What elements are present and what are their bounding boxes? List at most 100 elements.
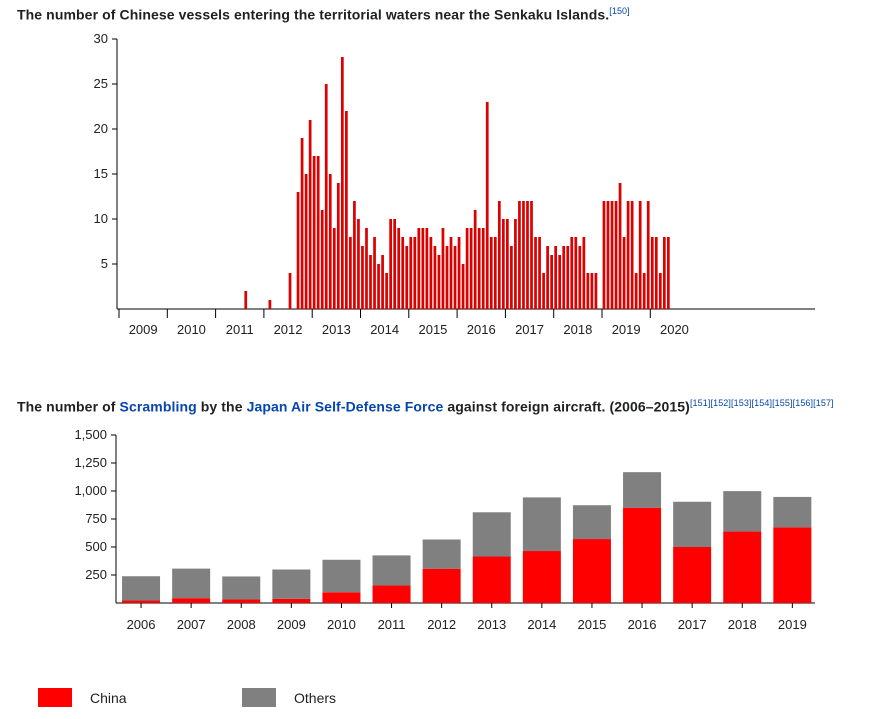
x-tick-label: 2006 <box>127 617 156 632</box>
bar-2017-11 <box>546 246 549 309</box>
scrambling-link[interactable]: Scrambling <box>119 398 197 415</box>
bar-china-2019 <box>773 527 812 603</box>
bar-2013-12 <box>357 219 360 309</box>
bar-2014-01 <box>361 246 364 309</box>
bar-2019-10 <box>638 201 642 309</box>
chart2-title-text-2: by the <box>196 398 247 415</box>
bar-2013-09 <box>345 111 348 309</box>
bar-2018-06 <box>574 237 578 309</box>
chart2-title-text-1: The number of <box>17 398 120 415</box>
jasdf-link[interactable]: Japan Air Self-Defense Force <box>246 398 444 415</box>
x-tick-label: 2020 <box>660 322 689 337</box>
bar-2017-12 <box>550 255 553 309</box>
bar-2019-06 <box>622 237 626 309</box>
bar-china-2017 <box>673 547 712 603</box>
bar-2016-05 <box>473 210 477 309</box>
bar-2014-08 <box>389 219 392 309</box>
x-tick-label: 2011 <box>226 322 254 337</box>
y-tick-label: 1,250 <box>74 455 107 470</box>
bar-others-2019 <box>773 496 812 528</box>
bar-2012-11 <box>304 174 308 309</box>
bar-2016-04 <box>469 228 473 309</box>
citation-link-156[interactable]: [156] <box>792 398 814 408</box>
bar-2013-07 <box>336 183 340 309</box>
bar-2018-07 <box>578 246 582 309</box>
bar-2014-03 <box>369 255 372 309</box>
scrambling-chart: 250 500 750 1,000 1,250 1,500 2006 2007 2008 2009… <box>74 427 815 632</box>
bar-2015-06 <box>429 237 433 309</box>
citation-link-157[interactable]: [157] <box>813 398 834 408</box>
bar-2014-06 <box>381 255 384 309</box>
bar-china-2011 <box>372 585 411 603</box>
x-tick-label: 2014 <box>527 617 556 632</box>
y-tick-label: 500 <box>85 539 107 554</box>
bar-2018-02 <box>558 255 562 309</box>
bar-2017-08 <box>534 237 537 309</box>
bar-2015-05 <box>425 228 429 309</box>
y-tick-label: 15 <box>94 166 108 181</box>
x-tick-label: 2010 <box>177 322 206 337</box>
bar-2015-02 <box>413 237 417 309</box>
x-tick-label: 2018 <box>563 322 592 337</box>
bar-2017-09 <box>538 237 541 309</box>
bar-2013-01 <box>312 156 316 309</box>
bar-2014-02 <box>365 228 368 309</box>
bar-2018-11 <box>594 273 598 309</box>
bar-2016-06 <box>477 228 481 309</box>
bar-2017-10 <box>542 273 545 309</box>
x-tick-label: 2009 <box>129 322 158 337</box>
bar-2013-08 <box>340 57 344 309</box>
y-tick-label: 1,500 <box>74 427 107 442</box>
bar-others-2015 <box>572 505 611 540</box>
bar-2019-03 <box>610 201 614 309</box>
bar-2017-02 <box>510 246 513 309</box>
x-tick-label: 2017 <box>678 617 707 632</box>
bar-2013-05 <box>328 174 332 309</box>
bar-2015-03 <box>417 228 421 309</box>
y-tick-label: 25 <box>94 76 108 91</box>
bar-2018-05 <box>570 237 574 309</box>
citation-link-155[interactable]: [155] <box>772 398 793 408</box>
bar-others-2008 <box>222 576 261 600</box>
bar-2020-05 <box>667 237 670 309</box>
bar-china-2008 <box>222 599 261 603</box>
legend-label-others: Others <box>294 690 337 706</box>
x-tick-label: 2009 <box>277 617 306 632</box>
bar-china-2006 <box>122 600 161 603</box>
y-tick-label: 30 <box>94 31 108 46</box>
bar-2019-04 <box>614 201 618 309</box>
citation-link-152[interactable]: [152] <box>710 398 732 408</box>
bar-2018-03 <box>562 246 566 309</box>
chart1-citation-link[interactable]: [150] <box>609 6 630 16</box>
bar-2019-11 <box>642 273 646 309</box>
bar-2013-04 <box>324 84 328 309</box>
x-tick-label: 2013 <box>477 617 506 632</box>
bar-2015-10 <box>445 246 449 309</box>
bar-china-2016 <box>623 507 662 603</box>
bar-2019-09 <box>634 273 638 309</box>
bar-others-2014 <box>522 497 561 552</box>
bar-2015-09 <box>441 228 445 309</box>
bar-others-2006 <box>122 576 161 601</box>
x-tick-label: 2016 <box>467 322 496 337</box>
bar-2013-11 <box>353 201 356 309</box>
x-tick-label: 2015 <box>577 617 606 632</box>
citation-link-154[interactable]: [154] <box>751 398 773 408</box>
x-tick-label: 2019 <box>778 617 807 632</box>
bar-2019-01 <box>602 201 606 309</box>
bar-2017-01 <box>506 219 509 309</box>
x-tick-label: 2016 <box>628 617 657 632</box>
bar-2012-09 <box>296 192 300 309</box>
bar-2019-02 <box>606 201 610 309</box>
bar-2016-08 <box>485 102 489 309</box>
x-tick-label: 2014 <box>370 322 399 337</box>
citation-link-151[interactable]: [151] <box>689 398 711 408</box>
citation-link-153[interactable]: [153] <box>731 398 752 408</box>
bar-2018-08 <box>582 237 586 309</box>
x-tick-label: 2007 <box>177 617 206 632</box>
bar-others-2018 <box>723 491 762 532</box>
bar-2014-07 <box>385 273 388 309</box>
bar-2018-01 <box>554 246 558 309</box>
chart2-title-text-3: against foreign aircraft. (2006–2015) <box>443 398 690 415</box>
bar-china-2007 <box>172 598 211 603</box>
